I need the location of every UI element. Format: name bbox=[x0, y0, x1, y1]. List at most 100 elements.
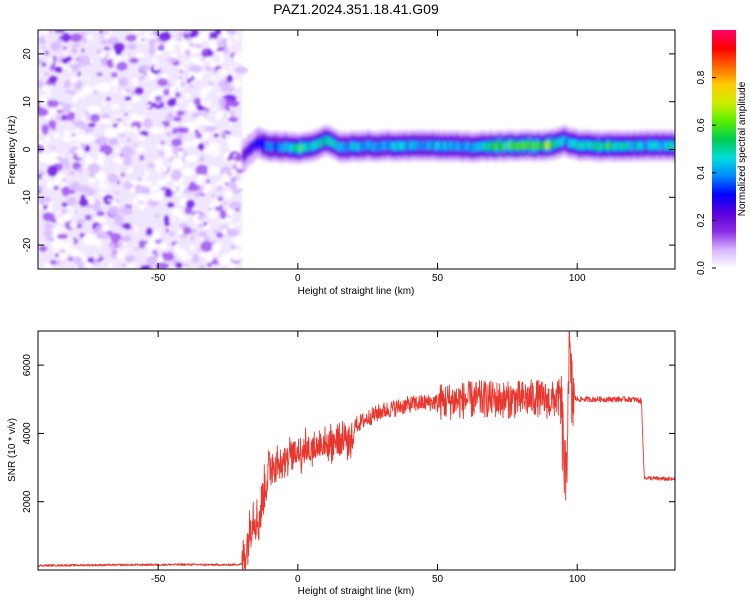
track-band bbox=[257, 138, 260, 147]
track-band bbox=[516, 142, 520, 151]
colorbar-tick-label: 0.2 bbox=[696, 213, 707, 227]
noise-blob bbox=[223, 201, 228, 205]
noise-blob bbox=[189, 244, 195, 251]
noise-blob bbox=[224, 215, 233, 223]
spectrogram-noise-region bbox=[38, 30, 248, 269]
noise-blob bbox=[200, 100, 212, 107]
noise-blob bbox=[176, 77, 182, 82]
noise-blob bbox=[155, 262, 170, 269]
track-band bbox=[508, 140, 511, 150]
snr-y-axis-label: SNR (10 * v/v) bbox=[7, 418, 18, 482]
noise-blob bbox=[68, 170, 76, 176]
noise-blob bbox=[56, 109, 64, 114]
noise-blob bbox=[53, 186, 59, 190]
noise-blob bbox=[207, 140, 213, 145]
noise-blob bbox=[231, 100, 240, 107]
noise-blob bbox=[56, 225, 63, 230]
noise-blob bbox=[182, 167, 194, 177]
track-band bbox=[459, 143, 463, 152]
noise-blob bbox=[175, 262, 183, 269]
noise-blob bbox=[186, 102, 197, 112]
noise-blob bbox=[175, 40, 180, 44]
y-tick-label: -20 bbox=[22, 237, 33, 252]
track-band bbox=[322, 136, 325, 145]
noise-blob bbox=[189, 56, 199, 63]
snr-y-ticks: 2000 4000 6000 bbox=[22, 354, 675, 513]
noise-blob bbox=[121, 90, 127, 96]
noise-blob bbox=[154, 100, 162, 106]
track-band bbox=[267, 142, 270, 151]
x-tick-label: 0 bbox=[295, 574, 301, 585]
noise-blob bbox=[123, 222, 132, 230]
track-band bbox=[399, 142, 402, 151]
noise-blob bbox=[52, 152, 61, 157]
noise-blob bbox=[48, 207, 53, 213]
noise-blob bbox=[186, 255, 193, 260]
track-band bbox=[372, 142, 375, 151]
track-band bbox=[490, 141, 493, 150]
noise-blob bbox=[131, 198, 136, 204]
noise-blob bbox=[221, 173, 230, 183]
noise-blob bbox=[74, 128, 81, 133]
noise-blob bbox=[160, 73, 169, 80]
noise-blob bbox=[106, 58, 115, 68]
track-band bbox=[416, 140, 419, 150]
track-band bbox=[585, 140, 588, 150]
track-band bbox=[630, 141, 634, 151]
noise-blob bbox=[234, 68, 241, 74]
noise-blob bbox=[136, 134, 146, 141]
track-band bbox=[491, 141, 494, 151]
noise-blob bbox=[168, 231, 175, 237]
track-band bbox=[342, 143, 345, 153]
noise-blob bbox=[72, 95, 79, 103]
noise-blob bbox=[38, 153, 41, 156]
noise-blob bbox=[227, 171, 232, 177]
noise-blob bbox=[201, 31, 210, 42]
track-band bbox=[560, 137, 563, 147]
noise-blob bbox=[184, 49, 192, 57]
noise-blob bbox=[230, 244, 237, 250]
spectrogram-x-ticks: -50 0 50 100 bbox=[151, 30, 586, 284]
track-band bbox=[245, 149, 248, 158]
noise-blob bbox=[99, 254, 103, 259]
track-band bbox=[362, 141, 365, 151]
noise-blob bbox=[116, 118, 122, 121]
noise-blob bbox=[138, 75, 145, 81]
track-band bbox=[365, 140, 369, 150]
noise-blob bbox=[210, 260, 219, 265]
track-band bbox=[277, 142, 280, 151]
track-band bbox=[488, 141, 491, 151]
noise-blob bbox=[38, 245, 48, 253]
noise-blob bbox=[187, 78, 191, 84]
noise-blob bbox=[140, 186, 151, 195]
noise-blob bbox=[124, 248, 129, 253]
track-band bbox=[627, 141, 630, 150]
noise-blob bbox=[160, 141, 165, 145]
noise-blob bbox=[234, 152, 243, 162]
noise-blob bbox=[111, 72, 118, 78]
noise-blob bbox=[139, 65, 147, 73]
noise-blob bbox=[134, 247, 139, 251]
track-band bbox=[615, 142, 619, 152]
track-band bbox=[461, 142, 464, 152]
track-band bbox=[381, 141, 384, 150]
track-band bbox=[359, 141, 362, 151]
noise-blob bbox=[172, 116, 182, 122]
noise-blob bbox=[132, 81, 138, 86]
noise-blob bbox=[157, 78, 169, 87]
track-band bbox=[325, 136, 329, 145]
track-band bbox=[392, 141, 396, 151]
noise-blob bbox=[73, 256, 82, 265]
noise-blob bbox=[122, 155, 132, 166]
track-band bbox=[538, 140, 541, 150]
snr-panel: -50 0 50 100 2000 4000 6000 Height of straigh… bbox=[7, 330, 676, 597]
track-band bbox=[573, 139, 577, 149]
noise-blob bbox=[53, 133, 61, 139]
noise-blob bbox=[130, 113, 139, 122]
track-band bbox=[401, 141, 404, 151]
noise-blob bbox=[135, 35, 142, 44]
x-tick-label: 50 bbox=[432, 574, 444, 585]
noise-blob bbox=[62, 178, 66, 182]
track-band bbox=[629, 142, 632, 151]
track-band bbox=[620, 141, 624, 151]
